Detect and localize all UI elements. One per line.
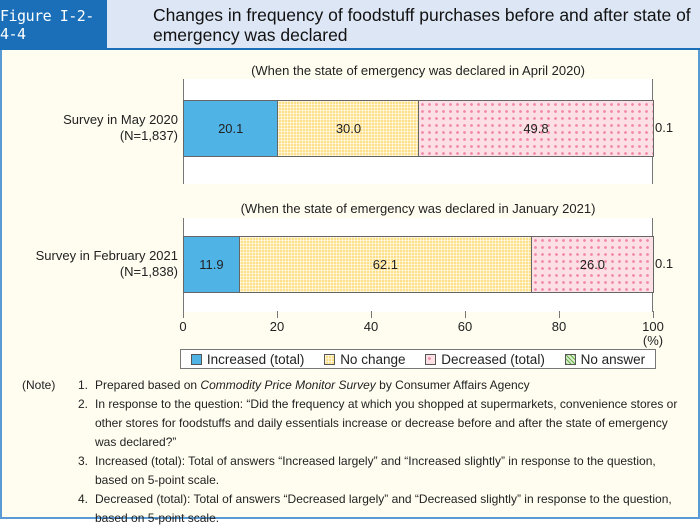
note-number: 4. [78, 492, 89, 506]
data-label: 26.0 [579, 257, 606, 272]
x-tick-label: 80 [551, 319, 567, 334]
legend-swatch [190, 353, 202, 365]
row-label-1: Survey in May 2020 (N=1,837) [63, 112, 178, 144]
legend-label: No change [340, 351, 406, 367]
x-tick [371, 311, 372, 318]
legend-label: Decreased (total) [441, 351, 545, 367]
x-tick-label: 60 [457, 319, 473, 334]
bar-segment-inc: 11.9 [183, 236, 240, 293]
note-item: 4. Decreased (total): Total of answers “D… [78, 490, 678, 528]
data-label-no-answer: 0.1 [655, 120, 674, 135]
x-unit: (%) [642, 333, 664, 348]
figure-label: Figure I-2-4-4 [0, 0, 107, 50]
x-tick [183, 311, 184, 318]
note-text: In response to the question: “Did the fr… [95, 397, 678, 449]
bar-segment-dec: 26.0 [530, 236, 654, 293]
bar-segment-inc: 20.1 [183, 100, 279, 157]
row-label-text: Survey in February 2021 [35, 248, 178, 263]
note-number: 2. [78, 397, 89, 411]
panel-1-title: (When the state of emergency was declare… [251, 63, 585, 78]
panel-2-title: (When the state of emergency was declare… [240, 201, 596, 216]
legend-item: Increased (total) [190, 351, 305, 367]
legend-item: Decreased (total) [425, 352, 545, 367]
bar-segment-dec: 49.8 [418, 100, 654, 157]
note-text: Decreased (total): Total of answers “Dec… [95, 492, 672, 525]
bar-segment-noc: 30.0 [277, 100, 420, 157]
legend-swatch [425, 353, 437, 365]
x-tick [559, 311, 560, 318]
bar-segment-noc: 62.1 [238, 236, 532, 293]
note-item: 1. Prepared based on Commodity Price Moni… [78, 376, 678, 395]
note-number: 1. [78, 378, 89, 392]
legend: Increased (total) No change Decreased (tot… [180, 349, 656, 369]
note-text: Increased (total): Total of answers “Inc… [95, 454, 656, 487]
row-label-text: Survey in May 2020 [63, 112, 178, 127]
x-tick-label: 20 [269, 319, 285, 334]
legend-item: No change [324, 351, 406, 367]
x-tick-label: 40 [363, 319, 379, 334]
figure-title: Changes in frequency of foodstuff purcha… [153, 5, 691, 45]
data-label: 62.1 [372, 257, 398, 272]
legend-item: No answer [564, 351, 646, 367]
data-label: 20.1 [218, 121, 244, 136]
row-label-2: Survey in February 2021 (N=1,838) [36, 248, 178, 280]
x-tick [653, 311, 654, 318]
row-n: (N=1,837) [119, 128, 178, 143]
row-n: (N=1,838) [119, 264, 178, 279]
x-tick-label: 0 [179, 319, 187, 334]
legend-label: No answer [580, 351, 646, 367]
x-tick [465, 311, 466, 318]
x-tick [277, 311, 278, 318]
note-item: 2. In response to the question: “Did the … [78, 395, 678, 452]
note-item: 3. Increased (total): Total of answers “I… [78, 452, 678, 490]
data-label: 11.9 [199, 257, 224, 272]
legend-label: Increased (total) [206, 351, 305, 367]
figure-header: Figure I-2-4-4 Changes in frequency of f… [0, 0, 700, 50]
data-label: 30.0 [335, 121, 362, 136]
note-text: Prepared based on Commodity Price Monito… [95, 378, 530, 392]
x-tick-label: 100 [642, 319, 664, 334]
legend-swatch [324, 353, 336, 365]
legend-swatch [564, 353, 576, 365]
data-label-no-answer: 0.1 [655, 256, 674, 271]
note-number: 3. [78, 454, 89, 468]
data-label: 49.8 [523, 121, 549, 136]
notes-label: (Note) [22, 378, 56, 392]
